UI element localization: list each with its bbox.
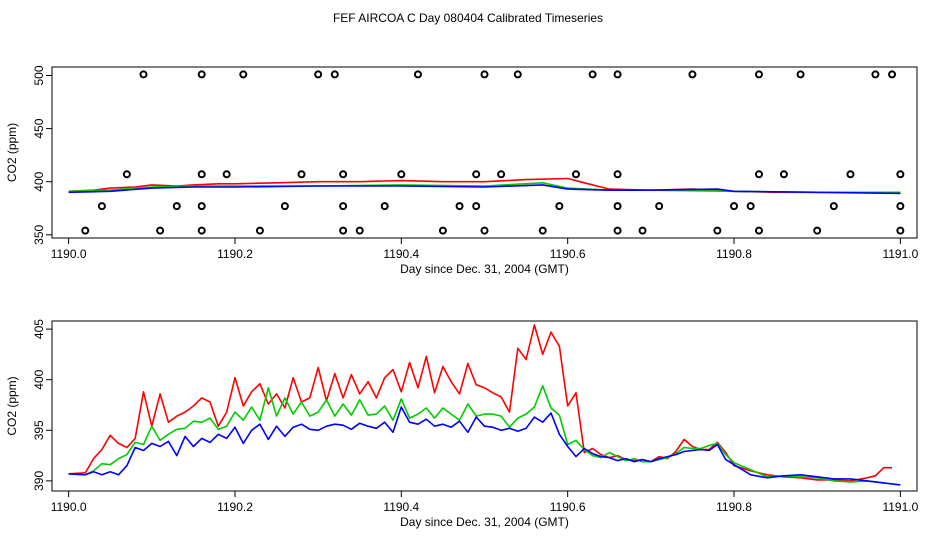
data-point-marker [255,226,264,235]
data-point-marker [339,226,348,235]
data-point-marker [339,202,348,211]
x-tick-label: 1190.8 [716,247,752,261]
y-axis-label: CO2 (ppm) [5,123,19,182]
y-tick-label: 400 [32,369,46,389]
data-point-marker [613,170,622,179]
data-point-marker [588,70,597,79]
y-tick-label: 450 [32,118,46,138]
data-point-marker [638,226,647,235]
x-tick-label: 1190.6 [550,247,586,261]
x-tick-label: 1190.2 [217,247,253,261]
data-point-marker [846,170,855,179]
data-point-marker [796,70,805,79]
data-point-marker [472,202,481,211]
plot-frame [51,66,918,239]
y-tick-label: 390 [32,471,46,491]
x-tick-label: 1191.0 [882,247,918,261]
x-tick-label: 1191.0 [882,500,918,514]
data-point-marker [497,170,506,179]
data-point-marker [197,170,206,179]
plot-frame [51,320,918,492]
x-axis-label: Day since Dec. 31, 2004 (GMT) [400,515,569,529]
data-point-marker [197,202,206,211]
data-point-marker [239,70,248,79]
data-point-marker [613,226,622,235]
y-axis-label: CO2 (ppm) [5,376,19,435]
data-point-marker [455,202,464,211]
y-tick-label: 400 [32,171,46,191]
data-point-marker [688,70,697,79]
x-axis-label: Day since Dec. 31, 2004 (GMT) [400,262,569,276]
data-point-marker [172,202,181,211]
data-point-marker [871,70,880,79]
data-point-marker [480,70,489,79]
data-point-marker [613,70,622,79]
x-tick-label: 1190.4 [383,247,419,261]
data-point-marker [480,226,489,235]
data-point-marker [571,170,580,179]
data-point-marker [555,202,564,211]
data-point-marker [472,170,481,179]
data-point-marker [314,70,323,79]
data-point-marker [280,202,289,211]
data-point-marker [122,170,131,179]
data-point-marker [655,202,664,211]
x-tick-label: 1190.2 [217,500,253,514]
data-point-marker [713,226,722,235]
data-point-marker [896,226,905,235]
x-tick-label: 1190.0 [51,500,87,514]
data-point-marker [888,70,897,79]
y-tick-label: 350 [32,224,46,244]
data-point-marker [513,70,522,79]
data-point-marker [613,202,622,211]
data-point-marker [754,70,763,79]
data-point-marker [413,70,422,79]
figure-title: FEF AIRCOA C Day 080404 Calibrated Times… [333,11,603,25]
data-point-marker [813,226,822,235]
data-point-marker [197,70,206,79]
data-point-marker [380,202,389,211]
y-tick-label: 395 [32,420,46,440]
data-point-marker [438,226,447,235]
data-point-marker [730,202,739,211]
x-tick-label: 1190.0 [51,247,87,261]
data-point-marker [746,202,755,211]
x-tick-label: 1190.6 [550,500,586,514]
data-point-marker [355,226,364,235]
data-point-marker [197,226,206,235]
data-point-marker [139,70,148,79]
data-point-marker [896,170,905,179]
chart-top: 1190.0 1190.2 1190.4 1190.6 1190.8 1191.0 350 4… [5,65,919,276]
data-point-marker [97,202,106,211]
data-point-marker [896,202,905,211]
chart-bottom: 1190.0 1190.2 1190.4 1190.6 1190.8 1191.0 390 3… [5,319,919,529]
data-point-marker [297,170,306,179]
series-line-1 [68,384,884,484]
data-point-marker [538,226,547,235]
series-line-2 [68,406,901,486]
data-point-marker [829,202,838,211]
series-line-0 [68,324,892,482]
x-tick-label: 1190.8 [716,500,752,514]
data-point-marker [397,170,406,179]
series-line-1 [68,182,901,194]
x-tick-label: 1190.4 [383,500,419,514]
data-point-marker [222,170,231,179]
y-tick-label: 405 [32,319,46,339]
data-point-marker [339,170,348,179]
data-point-marker [779,170,788,179]
data-point-marker [81,226,90,235]
data-point-marker [754,170,763,179]
data-point-marker [330,70,339,79]
data-point-marker [156,226,165,235]
data-point-marker [754,226,763,235]
y-tick-label: 500 [32,65,46,85]
series-line-2 [68,184,901,195]
